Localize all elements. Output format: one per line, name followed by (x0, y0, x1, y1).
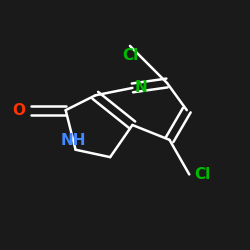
Text: O: O (12, 103, 25, 118)
Text: N: N (135, 80, 148, 96)
Text: Cl: Cl (194, 167, 210, 182)
Text: NH: NH (60, 134, 86, 148)
Text: Cl: Cl (122, 48, 138, 63)
